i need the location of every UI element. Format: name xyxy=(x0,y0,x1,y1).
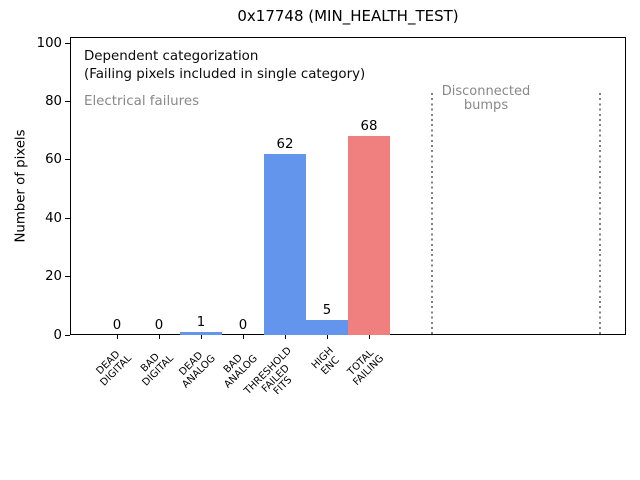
bar-value-label: 68 xyxy=(360,119,378,134)
y-tick-mark xyxy=(65,276,70,278)
y-tick-label: 100 xyxy=(36,35,62,51)
bar xyxy=(348,136,390,335)
x-tick-label: BAD DIGITAL xyxy=(138,351,176,389)
bar xyxy=(180,332,222,335)
note-line-2: (Failing pixels included in single categ… xyxy=(84,66,366,82)
x-tick-mark xyxy=(201,335,202,339)
bar-value-label: 0 xyxy=(238,318,248,333)
dotted-separator-line-left xyxy=(431,93,433,335)
x-tick-mark xyxy=(369,335,370,339)
y-tick-mark xyxy=(65,42,70,44)
x-tick-label: DEAD DIGITAL xyxy=(94,349,134,389)
dependent-categorization-note: Dependent categorization (Failing pixels… xyxy=(84,48,365,83)
y-tick-label: 0 xyxy=(53,327,62,343)
y-tick-label: 80 xyxy=(45,93,62,109)
x-tick-mark xyxy=(327,335,328,339)
plot-area: Dependent categorization (Failing pixels… xyxy=(70,37,626,335)
x-tick-mark xyxy=(243,335,244,339)
y-tick-mark xyxy=(65,100,70,102)
y-tick-label: 60 xyxy=(45,152,62,168)
bar-value-label: 5 xyxy=(322,303,332,318)
x-tick-mark xyxy=(117,335,118,339)
y-tick-mark xyxy=(65,334,70,336)
bar xyxy=(306,320,348,335)
x-tick-mark xyxy=(159,335,160,339)
bar-value-label: 0 xyxy=(154,318,164,333)
bar-value-label: 62 xyxy=(276,137,294,152)
y-tick-label: 20 xyxy=(45,269,62,285)
disconnected-bumps-label: Disconnected bumps xyxy=(441,84,531,113)
y-tick-mark xyxy=(65,159,70,161)
x-tick-mark xyxy=(285,335,286,339)
dotted-separator-line-right xyxy=(599,93,601,335)
bar-value-label: 1 xyxy=(196,315,206,330)
chart-title: 0x17748 (MIN_HEALTH_TEST) xyxy=(237,7,459,25)
x-tick-label: TOTAL FAILING xyxy=(345,347,386,388)
y-tick-label: 40 xyxy=(45,210,62,226)
x-tick-label: DEAD ANALOG xyxy=(177,350,218,391)
note-line-1: Dependent categorization xyxy=(84,49,259,64)
y-tick-mark xyxy=(65,217,70,219)
electrical-failures-label: Electrical failures xyxy=(84,94,200,109)
bar-value-label: 0 xyxy=(112,318,122,333)
x-tick-label: HIGH ENC xyxy=(310,345,342,377)
bar xyxy=(264,154,306,335)
